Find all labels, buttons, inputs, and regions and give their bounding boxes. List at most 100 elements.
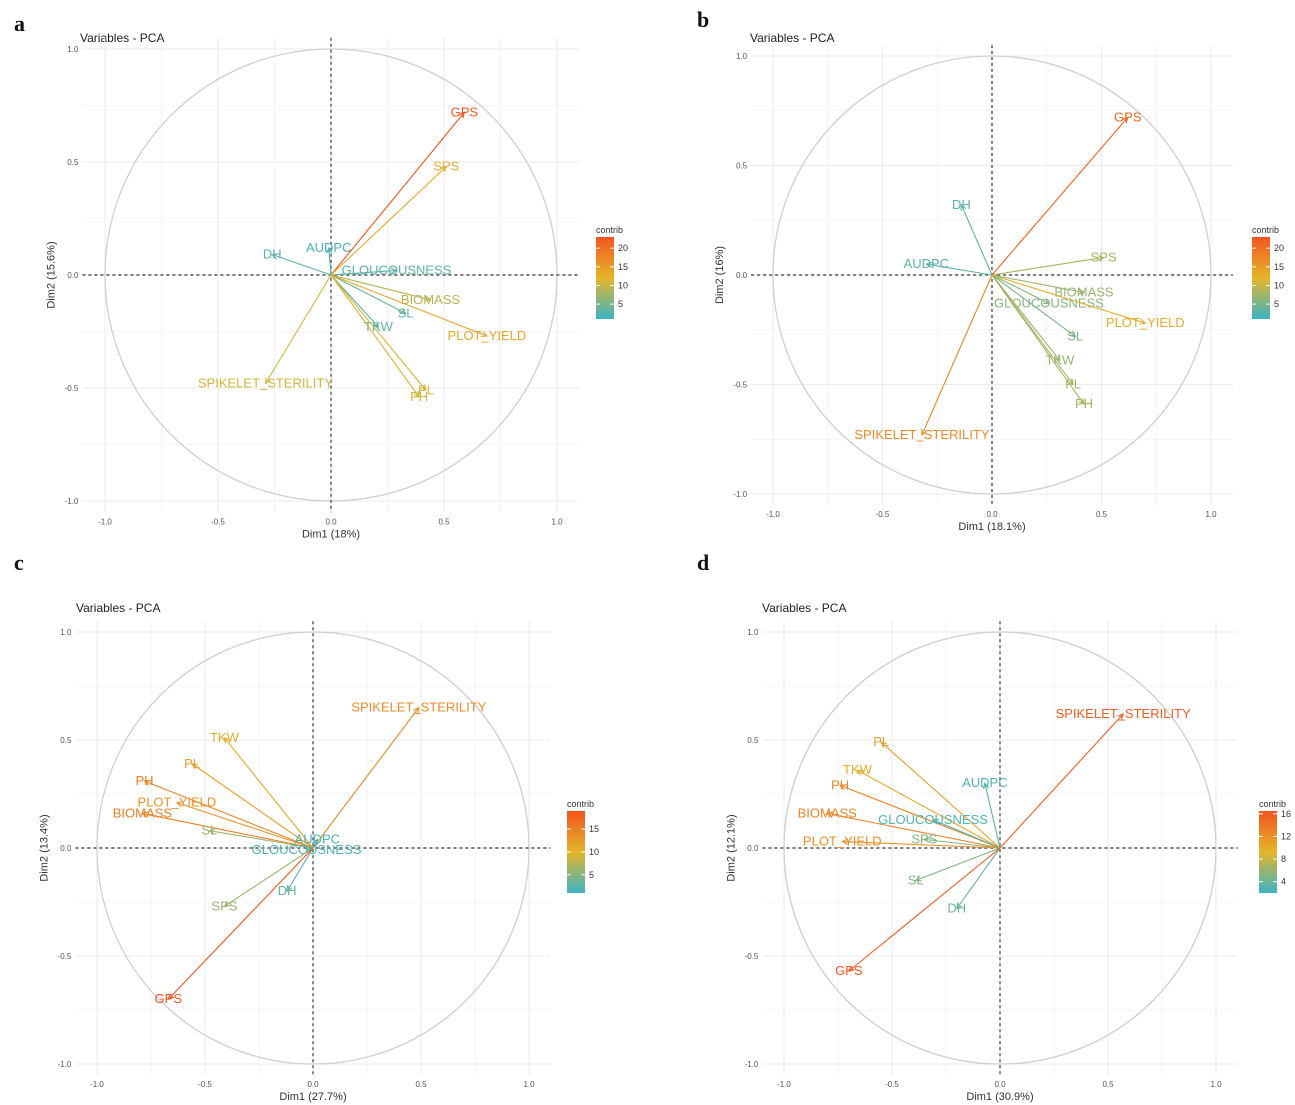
panel-b-label-biomass: BIOMASS	[1054, 285, 1114, 300]
panel-c-label-plot-yield: PLOT_YIELD	[138, 795, 217, 810]
panel-b-y-tick-label: 1.0	[736, 52, 748, 61]
panel-b-label-gloucousness: GLOUCOUSNESS	[994, 295, 1104, 310]
panel-c-title: Variables - PCA	[76, 601, 160, 615]
panel-d-y-tick-label: 0.0	[747, 844, 759, 853]
panel-c-arrowhead-pl	[191, 763, 199, 770]
panel-d-arrowhead-spikelet-sterility	[1117, 713, 1124, 720]
panel-b-label-tkw: TKW	[1045, 352, 1075, 367]
panel-c-label-sl: SL	[201, 823, 217, 838]
panel-c-y-tick-label: 0.5	[60, 736, 72, 745]
panel-d-label-audpc: AUDPC	[962, 775, 1008, 790]
panel-b: b Variables - PCA -1.0 -1.0 -0.5 -0.5 0.0 0.0 0.…	[697, 7, 1284, 533]
panel-a-arrowhead-sl	[399, 308, 407, 314]
panel-c-arrowhead-audpc	[312, 838, 318, 846]
panel-d-arrow-ph	[839, 784, 1001, 849]
panel-b-arrow-plot-yield	[991, 274, 1146, 324]
panel-d-legend-tick-label: 4	[1281, 877, 1286, 887]
panel-a-label-pl: PL	[418, 382, 434, 397]
panel-a-arrowhead-spikelet-sterility	[264, 377, 271, 385]
panel-a-letter: a	[14, 11, 25, 36]
panel-a-x-tick-label: 1.0	[551, 517, 563, 526]
panel-d-label-gps: GPS	[835, 963, 863, 978]
panel-d-y-tick-label: 0.5	[747, 736, 759, 745]
panel-c-x-tick-label: -0.5	[198, 1080, 212, 1089]
panel-c-y-tick-label: 1.0	[60, 628, 72, 637]
panel-d-x-tick-label: 1.0	[1210, 1080, 1222, 1089]
panel-b-arrow-audpc	[926, 263, 993, 276]
panel-a-legend-tick-label: 5	[618, 299, 623, 309]
panel-d-label-plot-yield: PLOT_YIELD	[803, 834, 882, 849]
panel-c-legend-colorbar	[567, 811, 585, 893]
panel-a-y-tick-label: -1.0	[65, 497, 79, 506]
panel-c-legend-tick-label: 5	[589, 870, 594, 880]
panel-a-arrow-gloucousness	[330, 269, 397, 276]
panel-d-arrowhead-ph	[838, 784, 847, 791]
panel-b-label-spikelet-sterility: SPIKELET_STERILITY	[854, 427, 989, 442]
panel-b-letter: b	[697, 7, 709, 32]
panel-a-label-plot-yield: PLOT_YIELD	[448, 328, 527, 343]
panel-a-x-tick-label: 0.0	[325, 517, 337, 526]
panel-a-arrow-pl	[330, 274, 427, 391]
panel-c-arrow-gps	[167, 847, 314, 1000]
panel-a-arrow-gps	[330, 111, 465, 276]
panel-d-arrowhead-tkw	[856, 769, 864, 776]
panel-d-y-tick-label: 1.0	[747, 628, 759, 637]
panel-a-label-audpc: AUDPC	[306, 240, 352, 255]
panel-b-y-tick-label: 0.5	[736, 162, 748, 171]
panel-d-arrow-dh	[956, 847, 1001, 909]
panel-d-arrow-biomass	[827, 812, 1001, 849]
panel-b-arrowhead-plot-yield	[1139, 318, 1147, 325]
panel-d-arrowhead-sps	[923, 836, 931, 844]
panel-b-label-gps: GPS	[1114, 109, 1142, 124]
panel-d-x-axis-label: Dim1 (30.9%)	[966, 1091, 1033, 1103]
panel-d-legend-title: contrib	[1259, 799, 1286, 809]
panel-b-x-tick-label: 0.0	[986, 510, 998, 519]
panel-c-label-gps: GPS	[155, 991, 183, 1006]
panel-a-y-tick-label: -0.5	[65, 384, 79, 393]
panel-d-arrow-pl	[880, 741, 1001, 849]
panel-a-label-sl: SL	[398, 305, 414, 320]
panel-b-arrowhead-gloucousness	[1042, 298, 1051, 305]
panel-a-y-tick-label: 1.0	[67, 45, 79, 54]
panel-a-arrow-biomass	[330, 274, 431, 301]
panel-d: d Variables - PCA -1.0 -1.0 -0.5 -0.5 0.0 0.0 0.…	[697, 550, 1291, 1103]
panel-c-arrowhead-sps	[223, 900, 231, 908]
panel-b-title: Variables - PCA	[750, 31, 834, 45]
panel-d-label-ph: PH	[831, 777, 849, 792]
panel-b-arrow-spikelet-sterility	[921, 274, 993, 436]
panel-d-arrowhead-gloucousness	[931, 819, 940, 825]
panel-b-x-axis-label: Dim1 (18.1%)	[958, 521, 1025, 533]
panel-c-arrow-sl	[209, 830, 314, 849]
panel-c-x-axis-label: Dim1 (27.7%)	[279, 1091, 346, 1103]
panel-b-arrowhead-sps	[1097, 255, 1105, 262]
panel-d-x-tick-label: -1.0	[777, 1080, 791, 1089]
panel-d-legend-tick-label: 8	[1281, 854, 1286, 864]
panel-a-arrowhead-biomass	[424, 295, 432, 302]
panel-d-arrow-spikelet-sterility	[999, 713, 1124, 849]
panel-a-title: Variables - PCA	[80, 31, 164, 45]
panel-b-y-tick-label: -0.5	[733, 381, 747, 390]
panel-d-arrow-audpc	[984, 783, 1001, 849]
panel-c-x-tick-label: 0.5	[415, 1080, 427, 1089]
panel-a-arrow-plot-yield	[330, 274, 488, 337]
panel-d-arrowhead-pl	[880, 741, 888, 748]
panel-a-legend-tick-label: 10	[618, 280, 628, 290]
panel-b-arrowhead-audpc	[925, 261, 933, 268]
panel-d-label-spikelet-sterility: SPIKELET_STERILITY	[1056, 706, 1191, 721]
panel-b-arrowhead-biomass	[1078, 288, 1086, 295]
panel-d-arrowhead-gps	[847, 965, 855, 972]
panel-b-arrow-sl	[991, 274, 1076, 337]
panel-c-label-tkw: TKW	[210, 730, 240, 745]
panel-d-x-tick-label: 0.5	[1102, 1080, 1114, 1089]
panel-c-label-pl: PL	[184, 756, 200, 771]
panel-b-arrowhead-ph	[1078, 398, 1085, 406]
panel-b-x-tick-label: -1.0	[766, 510, 780, 519]
panel-b-arrow-sps	[991, 256, 1104, 276]
panel-d-arrowhead-dh	[956, 902, 963, 910]
panel-a-x-tick-label: 0.5	[438, 517, 450, 526]
panel-b-arrow-tkw	[991, 274, 1061, 361]
panel-a-legend-title: contrib	[596, 225, 623, 235]
panel-a-x-axis-label: Dim1 (18%)	[302, 528, 360, 540]
panel-b-legend-tick-label: 20	[1274, 243, 1284, 253]
panel-c-y-axis-label: Dim2 (13.4%)	[38, 814, 50, 881]
